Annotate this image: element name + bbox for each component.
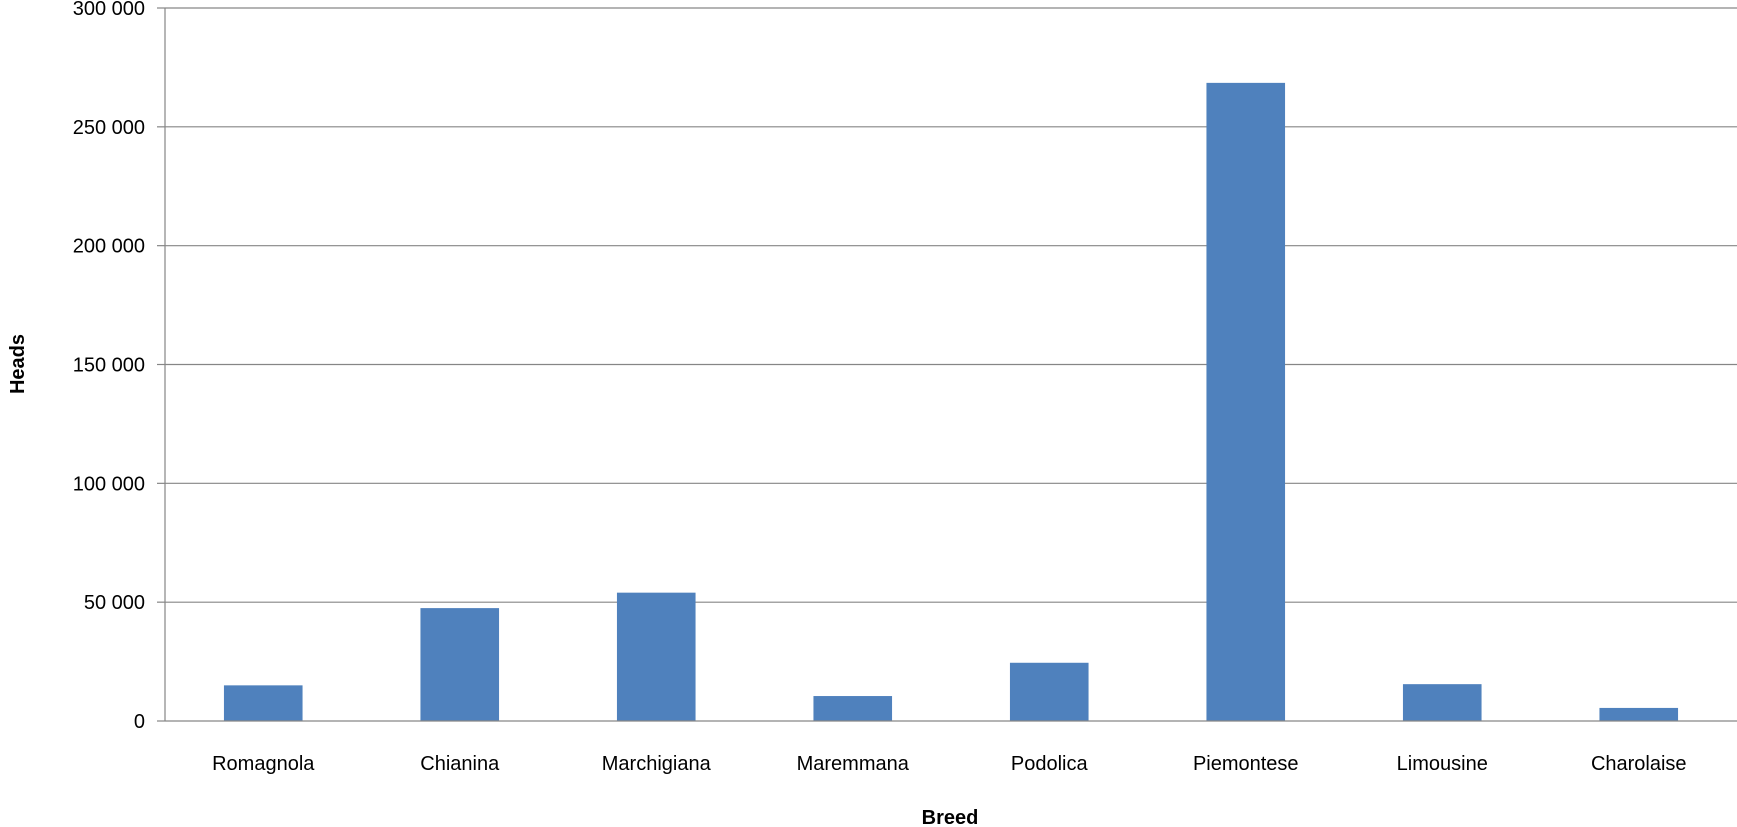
x-tick-label: Piemontese	[1193, 753, 1299, 775]
bar-chianina	[420, 608, 500, 721]
x-tick-label: Chianina	[420, 753, 500, 775]
y-axis-title: Heads	[7, 334, 29, 394]
x-tick-label: Romagnola	[212, 753, 315, 775]
bar-marchigiana	[616, 592, 696, 721]
y-tick-label: 50 000	[84, 592, 145, 614]
bar-podolica	[1009, 662, 1089, 721]
y-tick-label: 150 000	[73, 355, 145, 377]
x-tick-label: Maremmana	[797, 753, 910, 775]
x-tick-label: Limousine	[1397, 753, 1488, 775]
bar-piemontese	[1206, 82, 1286, 722]
y-tick-label: 300 000	[73, 0, 145, 20]
x-tick-labels: Romagnola Chianina Marchigiana Maremmana Pod…	[212, 753, 1686, 775]
x-axis-title: Breed	[922, 807, 979, 827]
bar-maremmana	[813, 696, 893, 721]
y-tick-labels: 0 50 000 100 000 150 000 200 000 250 000 300 0…	[73, 0, 145, 733]
bar-limousine	[1402, 684, 1482, 721]
x-tick-label: Charolaise	[1591, 753, 1687, 775]
x-tick-label: Podolica	[1011, 753, 1089, 775]
y-tick-label: 0	[134, 711, 145, 733]
y-tick-label: 200 000	[73, 236, 145, 258]
bar-romagnola	[223, 685, 303, 721]
gridlines	[165, 7, 1737, 603]
y-tick-label: 100 000	[73, 473, 145, 495]
x-tick-label: Marchigiana	[602, 753, 712, 775]
bars	[223, 82, 1679, 722]
y-tick-label: 250 000	[73, 117, 145, 139]
axes	[157, 7, 1737, 722]
bar-charolaise	[1599, 707, 1679, 721]
